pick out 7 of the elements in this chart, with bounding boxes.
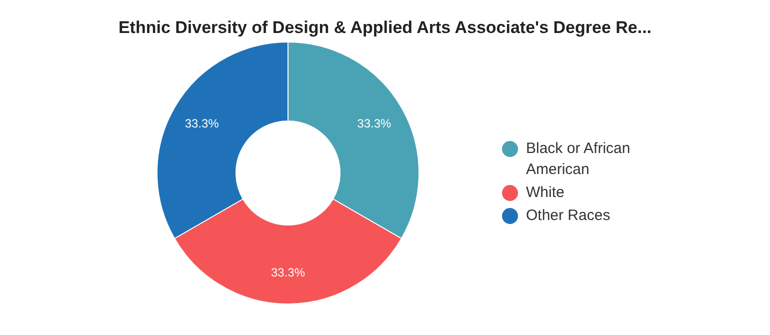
data-label: 33.3% xyxy=(184,116,220,130)
data-label: 33.3% xyxy=(357,116,392,130)
legend-label: White xyxy=(526,182,564,202)
data-label: 33.3% xyxy=(270,266,306,280)
legend-label: Other Races xyxy=(526,206,610,226)
chart-title: Ethnic Diversity of Design & Applied Arts Associate's Degree Re... xyxy=(117,17,653,39)
legend-label: Black or African American xyxy=(526,138,632,180)
